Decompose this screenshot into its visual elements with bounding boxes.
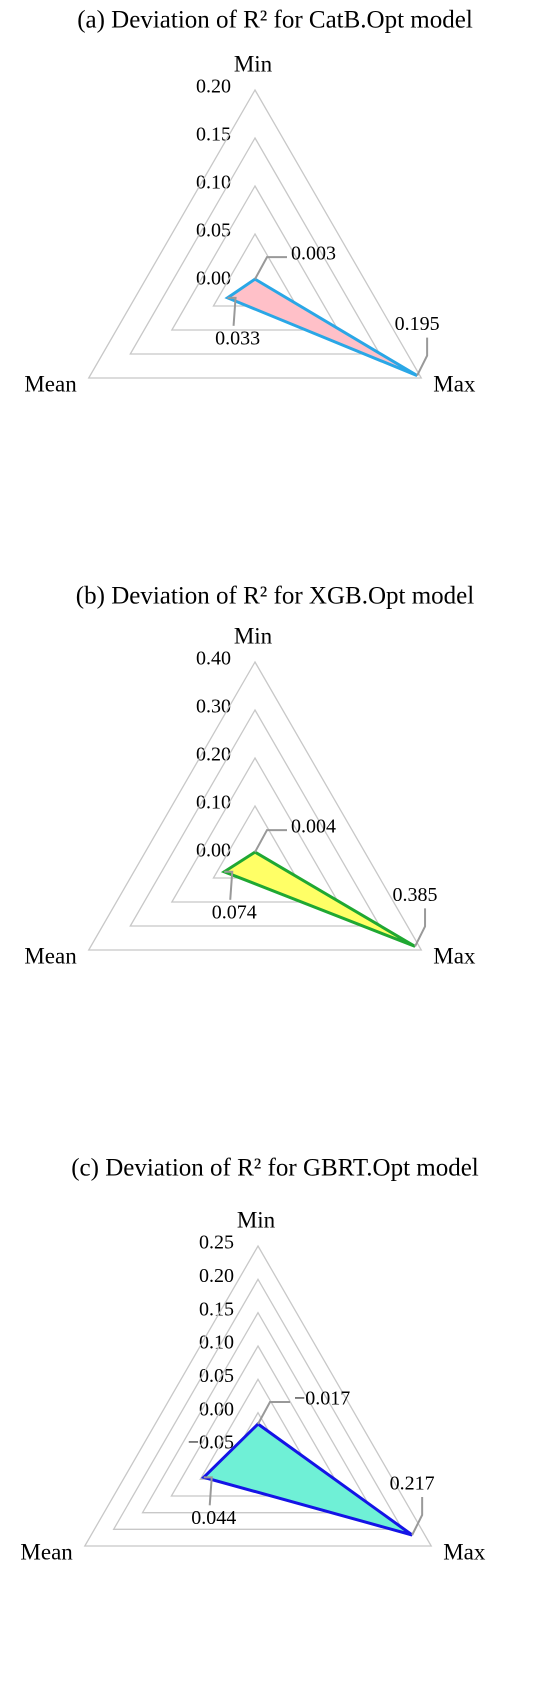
leader-line (254, 256, 287, 280)
r-tick-label: 0.20 (199, 1265, 234, 1287)
grid-line (87, 88, 423, 379)
axis-name: Min (234, 623, 273, 648)
data-area (224, 277, 418, 377)
grid-line (112, 1278, 404, 1530)
leader-line (414, 908, 427, 947)
leader-line (203, 1476, 213, 1506)
leader-line (257, 1401, 290, 1425)
data-label: 0.195 (395, 313, 440, 335)
data-area (200, 1422, 414, 1537)
r-tick-label: 0.40 (196, 648, 231, 670)
leader-line (416, 337, 429, 377)
data-label: 0.217 (390, 1473, 435, 1495)
grid-line (141, 1311, 375, 1514)
data-label: −0.017 (294, 1388, 350, 1410)
r-tick-label: 0.15 (196, 124, 231, 146)
axis-name: Min (237, 1207, 276, 1232)
axis-name: Max (433, 943, 476, 968)
axis-name: Min (234, 51, 273, 76)
grid-line (129, 136, 381, 355)
chart-title: (b) Deviation of R² for XGB.Opt model (76, 583, 474, 610)
data-label: 0.385 (393, 884, 438, 906)
data-label: 0.003 (291, 243, 336, 265)
data-area (220, 850, 416, 948)
axis-name: Max (443, 1539, 486, 1564)
data-label: 0.074 (212, 901, 257, 923)
r-tick-label: −0.05 (188, 1432, 234, 1454)
leader-line (227, 296, 237, 326)
leader-line (254, 829, 287, 853)
grid-line (129, 708, 381, 927)
grid-line (170, 184, 340, 331)
grid-line (170, 756, 340, 903)
axis-name: Mean (20, 1539, 73, 1564)
r-tick-label: 0.20 (196, 76, 231, 98)
data-label: 0.033 (215, 327, 260, 349)
axis-name: Max (433, 371, 476, 396)
chart-title: (c) Deviation of R² for GBRT.Opt model (71, 1155, 479, 1182)
axis-name: Mean (24, 943, 77, 968)
axis-name: Mean (24, 371, 77, 396)
r-tick-label: 0.25 (199, 1232, 234, 1254)
grid-line (170, 1344, 346, 1497)
leader-line (224, 870, 234, 900)
r-tick-label: 0.30 (196, 696, 231, 718)
grid-line (83, 1244, 433, 1547)
chart-title: (a) Deviation of R² for CatB.Opt model (77, 7, 473, 34)
data-label: 0.044 (191, 1507, 236, 1529)
leader-line (411, 1497, 424, 1536)
data-label: 0.004 (291, 816, 336, 838)
grid-line (87, 660, 423, 951)
